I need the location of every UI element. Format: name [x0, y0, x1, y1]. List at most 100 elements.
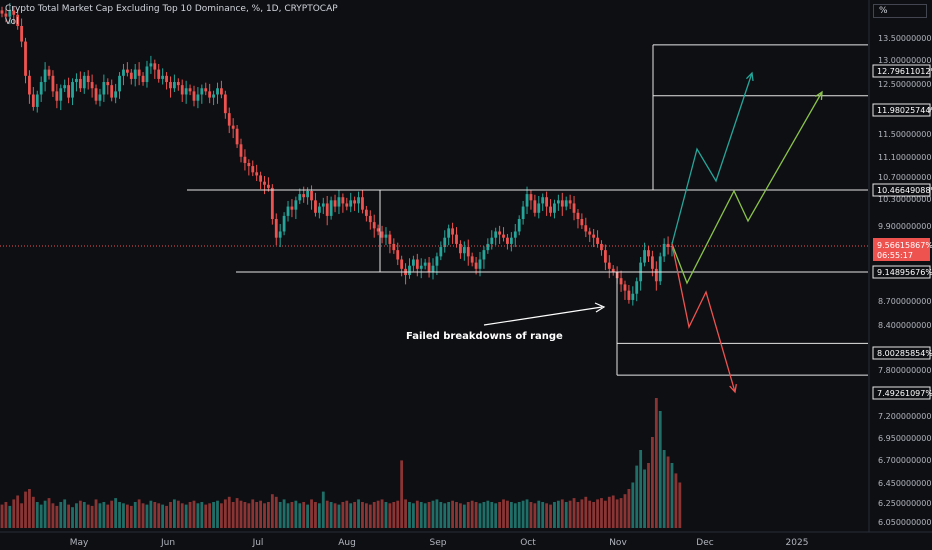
volume-bar — [4, 502, 8, 528]
volume-bar — [227, 496, 231, 528]
volume-bar — [302, 502, 306, 528]
candle-body — [12, 10, 16, 15]
candle-body — [82, 75, 86, 89]
volume-bar — [63, 499, 67, 528]
volume-bar — [619, 498, 623, 528]
bullish-projection-teal[interactable] — [671, 72, 753, 245]
candle-body — [588, 231, 592, 235]
volume-bar — [274, 496, 278, 528]
volume-bar — [611, 495, 615, 528]
candle-body — [435, 256, 439, 266]
candle-body — [28, 75, 31, 95]
volume-bar — [466, 502, 470, 528]
volume-bar — [286, 503, 290, 528]
volume-bar — [576, 502, 580, 528]
candle-body — [75, 78, 78, 83]
candle-body — [314, 200, 317, 213]
candle-body — [267, 184, 270, 188]
volume-bar — [251, 499, 255, 528]
candle-body — [455, 234, 458, 244]
candle-body — [462, 247, 466, 254]
volume-bar — [31, 496, 35, 528]
volume-bar — [560, 499, 564, 528]
volume-bar — [220, 503, 223, 528]
candle-body — [396, 250, 400, 260]
volume-bar — [596, 499, 599, 528]
candle-body — [607, 262, 611, 269]
volume-bar — [368, 504, 372, 528]
volume-bar — [623, 494, 627, 528]
volume-bar — [627, 489, 631, 528]
volume-bar — [270, 494, 274, 528]
candle-body — [423, 262, 427, 266]
candle-body — [627, 290, 631, 300]
volume-bar — [55, 505, 59, 528]
candle-body — [188, 88, 192, 92]
candle-body — [118, 75, 121, 92]
candle-body — [149, 63, 153, 67]
price-tick-label: 8.700000000% — [878, 297, 932, 306]
candle-body — [239, 144, 243, 157]
volume-bar — [470, 500, 474, 528]
volume-bar — [12, 499, 16, 528]
candle-body — [153, 63, 157, 70]
volume-bar — [28, 489, 31, 528]
bearish-projection[interactable] — [671, 243, 736, 393]
candle-body — [78, 78, 82, 89]
volume-bar — [647, 463, 650, 528]
volume-bar — [537, 500, 541, 528]
candle-body — [321, 203, 325, 207]
candle-body — [208, 91, 212, 98]
price-tick-label: 6.950000000% — [878, 434, 932, 443]
candle-body — [122, 69, 125, 76]
volume-bar — [282, 499, 286, 528]
level-label: 8.00285854% — [877, 349, 932, 358]
volume-bar — [333, 503, 337, 528]
candle-body — [368, 215, 372, 223]
bullish-projection-green-arrowhead — [815, 90, 823, 101]
candle-body — [662, 243, 666, 257]
level-label-box — [872, 103, 931, 117]
candle-body — [90, 82, 94, 89]
candle-body — [98, 94, 102, 101]
candle-body — [306, 190, 310, 198]
candle-body — [4, 13, 8, 17]
candle-body — [384, 234, 388, 238]
candle-body — [114, 91, 118, 98]
price-tick-label: 11.500000000% — [878, 130, 932, 139]
volume-bar — [98, 503, 102, 528]
candle-body — [71, 82, 74, 98]
candle-body — [494, 231, 498, 238]
volume-bar — [584, 496, 588, 528]
volume-bar — [486, 500, 490, 528]
candle-body — [556, 200, 560, 204]
price-tick-label: 10.700000000% — [878, 173, 932, 182]
candle-body — [39, 82, 43, 95]
volume-bar — [317, 503, 321, 528]
candle-body — [357, 197, 360, 204]
candle-body — [16, 14, 20, 26]
volume-bar — [490, 502, 494, 528]
candle-body — [294, 200, 298, 210]
volume-bar — [82, 502, 86, 528]
time-axis: May Jun Jul Aug Sep Oct Nov Dec 2025 — [0, 531, 932, 550]
current-price-label: 9.56615867% — [877, 241, 932, 250]
candle-body — [502, 234, 505, 238]
chart-title: Crypto Total Market Cap Excluding Top 10… — [5, 4, 338, 14]
countdown-label: 06:55:17 — [877, 251, 913, 260]
bullish-projection-teal-arrowhead — [745, 71, 754, 82]
candle-body — [20, 26, 23, 42]
candle-body — [353, 200, 357, 204]
volume-bar — [78, 500, 82, 528]
volume-bar — [157, 503, 161, 528]
candle-body — [67, 85, 71, 98]
volume-bar — [533, 503, 537, 528]
bearish-projection-arrowhead — [729, 384, 737, 394]
level-label-box — [872, 183, 931, 197]
bullish-projection-green[interactable] — [671, 91, 823, 285]
candle-body — [408, 265, 411, 276]
candle-body — [478, 259, 482, 269]
unit-selector[interactable]: % — [873, 4, 927, 18]
level-label-box — [872, 64, 931, 78]
